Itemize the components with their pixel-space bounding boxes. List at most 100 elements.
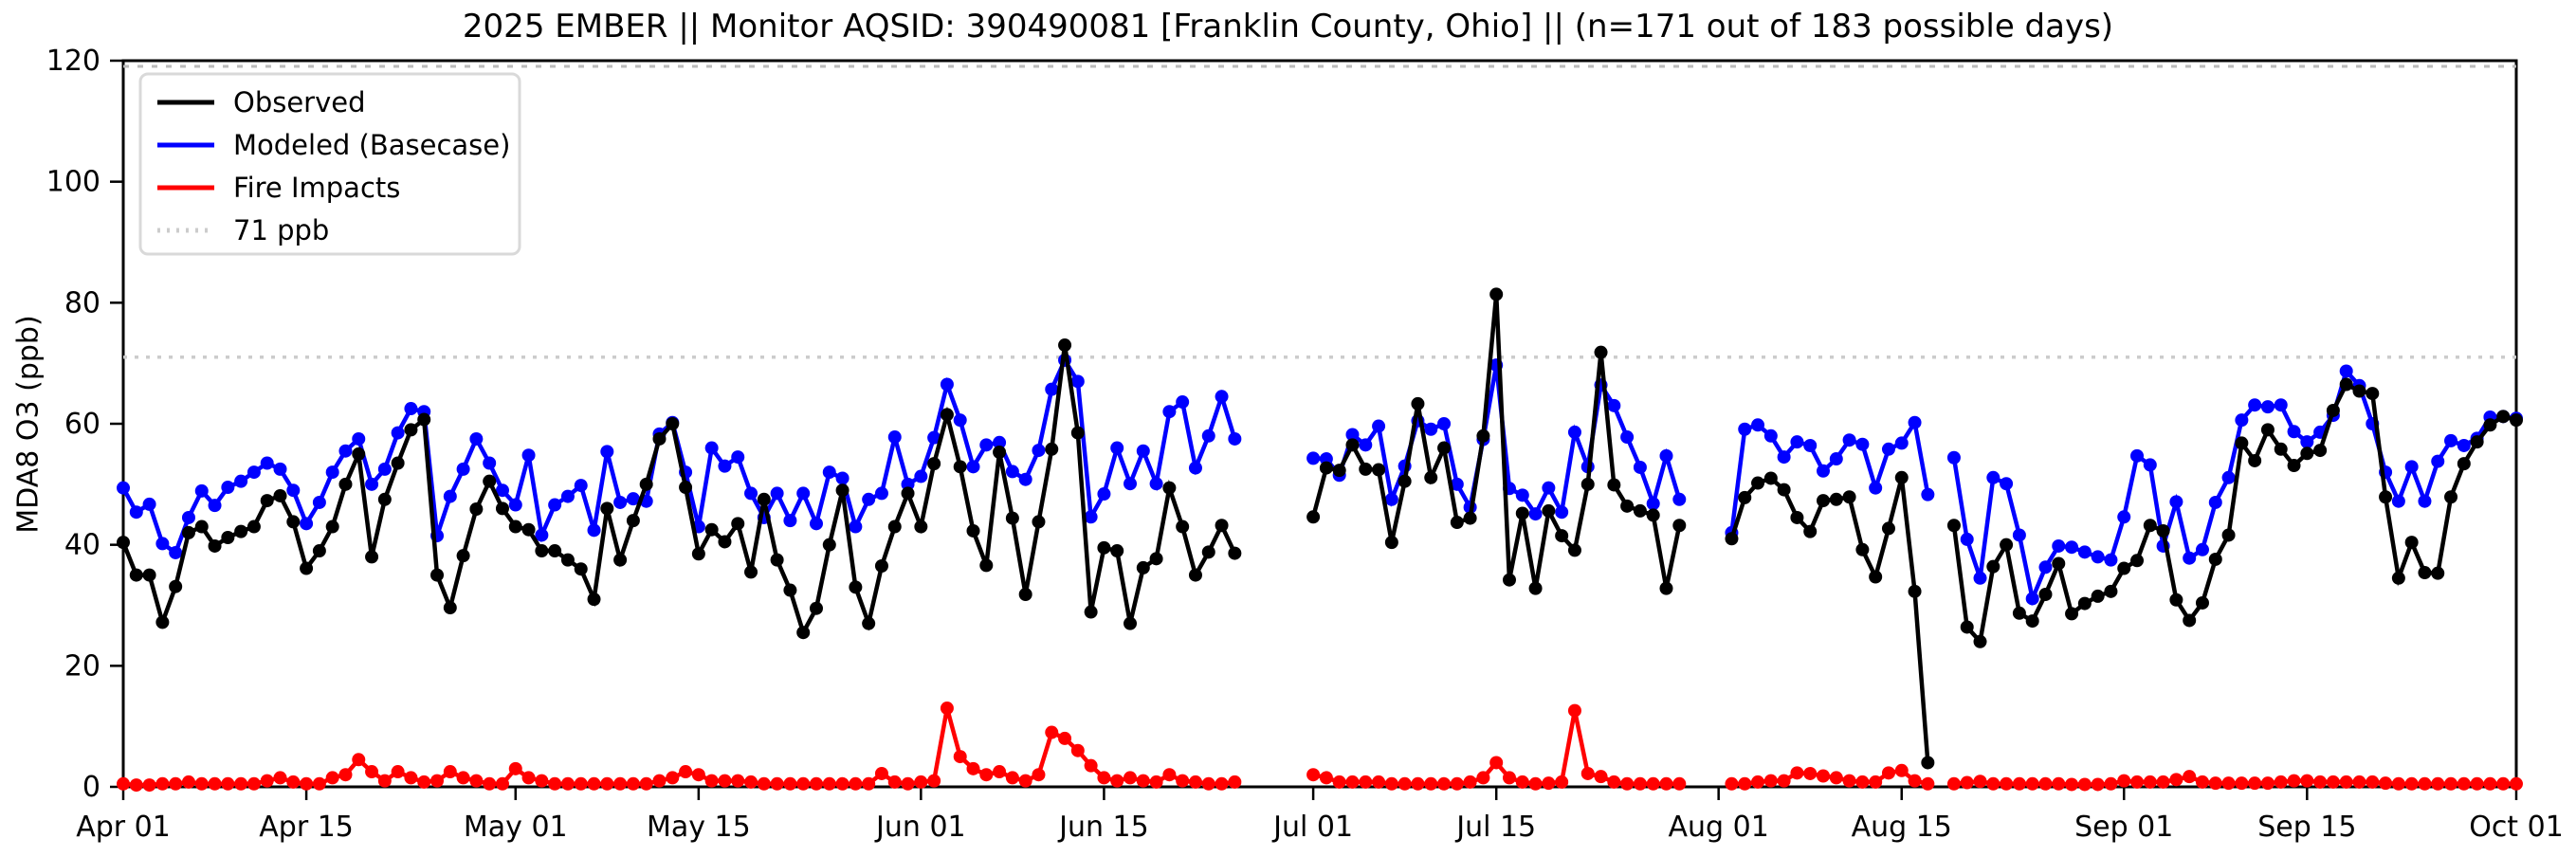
data-point: [129, 778, 143, 793]
data-point: [1162, 405, 1177, 419]
data-point: [1045, 382, 1059, 396]
data-point: [613, 776, 628, 791]
data-point: [1829, 452, 1843, 466]
y-tick-label: 40: [64, 529, 100, 562]
data-point: [2104, 776, 2118, 791]
x-tick-label: Sep 01: [2074, 811, 2173, 844]
data-point: [2483, 418, 2497, 432]
data-point: [535, 544, 549, 558]
data-point: [548, 498, 562, 512]
data-point: [181, 525, 195, 539]
data-point: [365, 765, 379, 779]
data-point: [208, 538, 222, 553]
data-point: [1149, 477, 1163, 491]
data-point: [194, 520, 209, 534]
data-point: [2274, 442, 2288, 456]
data-point: [1620, 430, 1635, 445]
data-point: [574, 479, 588, 493]
data-point: [1790, 435, 1804, 449]
data-point: [574, 562, 588, 576]
series-line: [122, 707, 1235, 788]
data-point: [1188, 461, 1202, 475]
data-point: [2444, 776, 2458, 791]
data-point: [117, 481, 130, 495]
data-point: [1738, 422, 1752, 436]
data-point: [1018, 472, 1032, 486]
data-point: [2208, 552, 2222, 566]
data-point: [1555, 529, 1569, 543]
data-point: [587, 593, 601, 607]
data-point: [2104, 584, 2118, 598]
data-point: [979, 558, 994, 573]
data-point: [2366, 775, 2380, 789]
data-point: [1372, 419, 1386, 433]
data-point: [260, 494, 274, 508]
series-line: [1729, 416, 1930, 534]
data-point: [2248, 776, 2262, 791]
data-point: [2444, 433, 2458, 447]
data-point: [953, 460, 967, 474]
data-point: [208, 776, 222, 791]
y-tick-label: 20: [64, 649, 100, 683]
data-point: [574, 776, 588, 791]
data-point: [2156, 775, 2170, 789]
data-point: [560, 553, 575, 567]
data-point: [2287, 459, 2301, 473]
data-point: [2444, 490, 2458, 504]
data-point: [169, 776, 183, 791]
data-point: [417, 775, 431, 789]
data-point: [2065, 540, 2079, 555]
data-point: [1345, 775, 1360, 789]
legend-item-label: Modeled (Basecase): [233, 129, 510, 161]
x-tick-label: Jul 15: [1454, 811, 1536, 844]
data-point: [691, 768, 705, 782]
data-point: [874, 486, 888, 501]
data-point: [352, 753, 366, 767]
data-point: [1803, 438, 1818, 452]
data-point: [1162, 768, 1177, 782]
data-point: [927, 774, 941, 788]
data-point: [1437, 417, 1452, 430]
data-point: [2012, 528, 2026, 542]
data-point: [2000, 477, 2014, 491]
data-point: [365, 550, 379, 564]
data-point: [1332, 464, 1346, 478]
data-point: [862, 776, 876, 791]
data-point: [1894, 763, 1909, 777]
data-point: [1136, 560, 1150, 574]
data-point: [1384, 492, 1398, 506]
data-point: [744, 775, 758, 789]
x-tick-label: May 15: [647, 811, 751, 844]
data-point: [953, 750, 967, 764]
data-point: [2418, 494, 2432, 508]
data-point: [2496, 410, 2511, 424]
data-point: [1659, 581, 1673, 595]
data-point: [1869, 481, 1883, 495]
data-point: [1672, 519, 1687, 533]
data-point: [1359, 462, 1373, 476]
data-point: [587, 776, 601, 791]
data-point: [1620, 499, 1635, 513]
data-point: [835, 776, 850, 791]
data-point: [2248, 398, 2262, 412]
data-point: [404, 402, 418, 416]
data-point: [2366, 387, 2380, 401]
data-point: [626, 514, 640, 528]
data-point: [770, 776, 784, 791]
data-point: [2510, 776, 2523, 791]
data-point: [1149, 552, 1163, 566]
data-point: [770, 553, 784, 567]
data-point: [2391, 494, 2405, 508]
data-point: [221, 776, 235, 791]
data-point: [744, 486, 758, 501]
data-point: [377, 774, 392, 788]
data-point: [142, 568, 156, 582]
data-point: [1032, 768, 1046, 782]
data-point: [1528, 776, 1543, 791]
data-point: [887, 775, 902, 789]
data-point: [1973, 571, 1987, 585]
data-point: [1869, 570, 1883, 584]
data-point: [2091, 550, 2105, 564]
data-point: [1946, 519, 1961, 533]
data-point: [273, 488, 287, 502]
